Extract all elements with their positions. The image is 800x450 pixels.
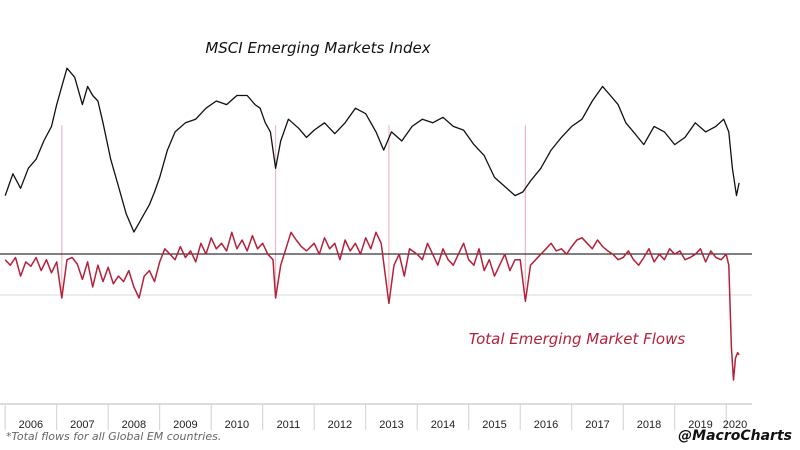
x-tick-label: 2013 bbox=[379, 419, 403, 431]
x-tick-label: 2019 bbox=[688, 419, 712, 431]
x-tick-label: 2015 bbox=[482, 419, 506, 431]
x-tick-label: 2007 bbox=[70, 419, 94, 431]
x-tick-label: 2017 bbox=[585, 419, 609, 431]
x-tick-label: 2011 bbox=[277, 419, 301, 431]
flows-label: Total Emerging Market Flows bbox=[469, 330, 686, 348]
x-tick-label: 2018 bbox=[637, 419, 661, 431]
footnote: *Total flows for all Global EM countries… bbox=[6, 430, 222, 443]
x-axis-ticks: 2006 2007 2008 2009 2010 2011 2012 2013 2014 2015… bbox=[4, 404, 747, 431]
x-tick-label: 2006 bbox=[19, 419, 43, 431]
x-tick-label: 2010 bbox=[225, 419, 249, 431]
credit: @MacroCharts bbox=[678, 428, 792, 444]
flows-series-line bbox=[4, 231, 740, 381]
index-series-line bbox=[4, 67, 740, 233]
x-tick-label: 2016 bbox=[534, 419, 558, 431]
highlight-lines bbox=[61, 125, 526, 290]
x-tick-label: 2012 bbox=[328, 419, 352, 431]
chart-title: MSCI Emerging Markets Index bbox=[205, 39, 430, 57]
x-tick-label: 2009 bbox=[173, 419, 197, 431]
x-tick-label: 2020 bbox=[723, 419, 747, 431]
x-tick-label: 2014 bbox=[431, 419, 455, 431]
x-tick-label: 2008 bbox=[122, 419, 146, 431]
